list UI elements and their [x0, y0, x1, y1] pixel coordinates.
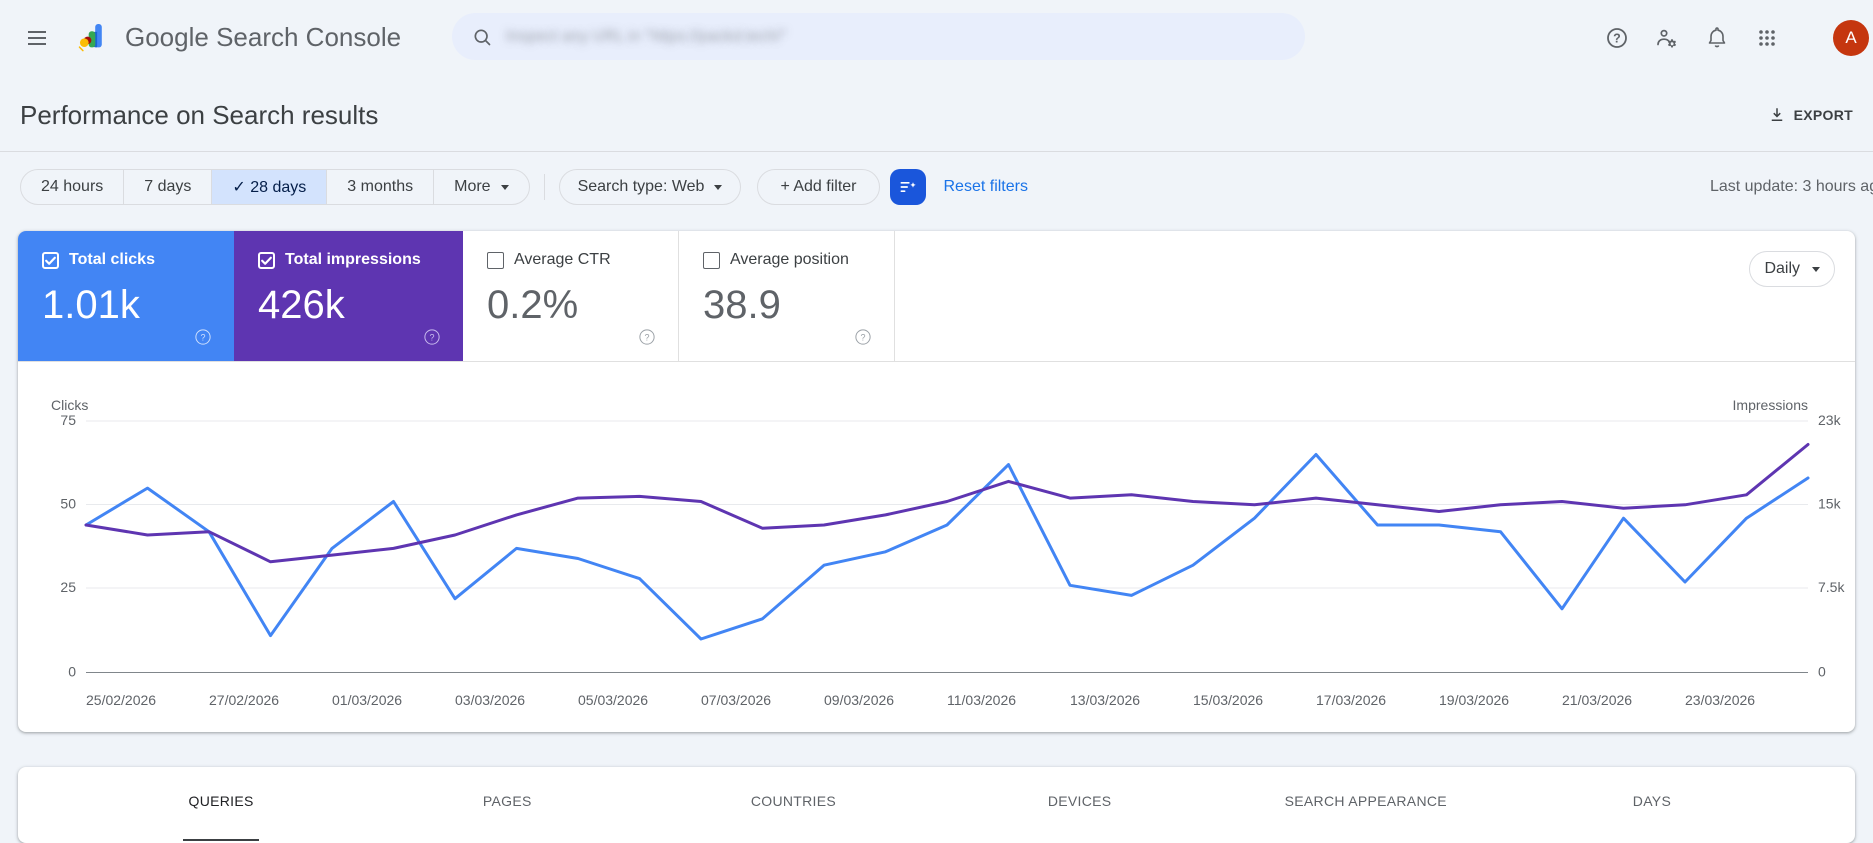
- svg-text:?: ?: [429, 332, 434, 342]
- svg-text:03/03/2026: 03/03/2026: [455, 692, 525, 708]
- svg-text:7.5k: 7.5k: [1818, 579, 1845, 595]
- svg-text:27/02/2026: 27/02/2026: [209, 692, 279, 708]
- svg-text:0: 0: [1818, 664, 1826, 680]
- svg-text:15k: 15k: [1818, 496, 1842, 512]
- svg-text:13/03/2026: 13/03/2026: [1070, 692, 1140, 708]
- svg-text:01/03/2026: 01/03/2026: [332, 692, 402, 708]
- svg-text:23k: 23k: [1818, 412, 1842, 428]
- svg-text:23/03/2026: 23/03/2026: [1685, 692, 1755, 708]
- svg-text:75: 75: [60, 412, 76, 428]
- svg-text:?: ?: [1613, 31, 1621, 45]
- svg-text:21/03/2026: 21/03/2026: [1562, 692, 1632, 708]
- svg-text:?: ?: [644, 332, 649, 342]
- svg-text:25: 25: [60, 579, 76, 595]
- svg-text:11/03/2026: 11/03/2026: [947, 692, 1016, 708]
- svg-text:07/03/2026: 07/03/2026: [701, 692, 771, 708]
- svg-text:15/03/2026: 15/03/2026: [1193, 692, 1263, 708]
- svg-text:19/03/2026: 19/03/2026: [1439, 692, 1509, 708]
- svg-text:50: 50: [60, 496, 76, 512]
- svg-text:0: 0: [68, 664, 76, 680]
- svg-text:?: ?: [200, 332, 205, 342]
- svg-text:09/03/2026: 09/03/2026: [824, 692, 894, 708]
- svg-text:?: ?: [860, 332, 865, 342]
- svg-text:Clicks: Clicks: [51, 397, 88, 413]
- svg-text:25/02/2026: 25/02/2026: [86, 692, 156, 708]
- svg-text:17/03/2026: 17/03/2026: [1316, 692, 1386, 708]
- svg-text:Impressions: Impressions: [1733, 397, 1808, 413]
- svg-text:05/03/2026: 05/03/2026: [578, 692, 648, 708]
